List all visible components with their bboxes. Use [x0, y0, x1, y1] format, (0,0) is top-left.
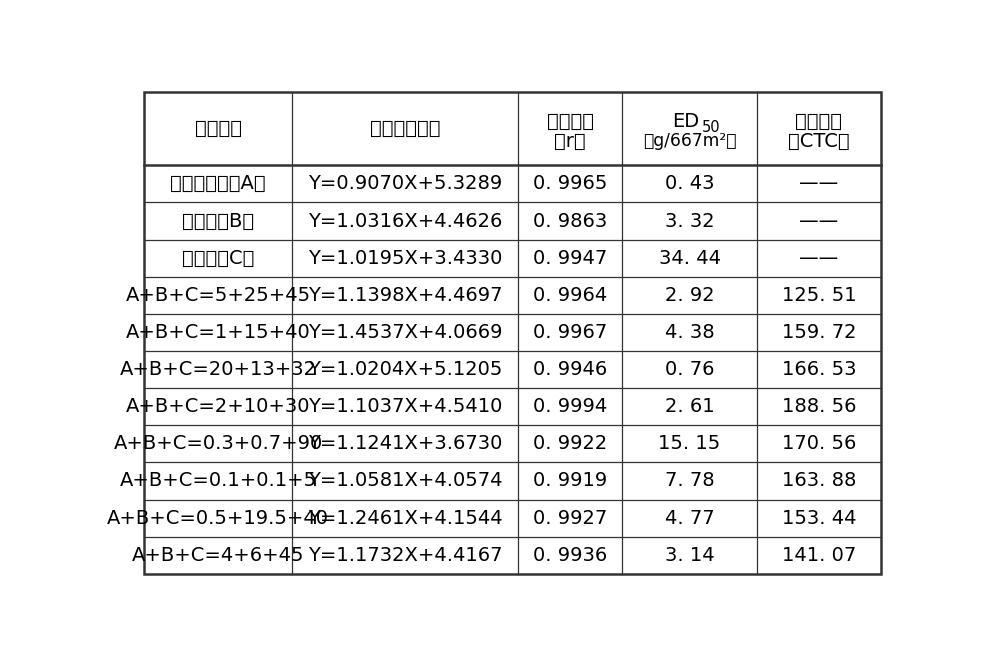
Text: 0. 9936: 0. 9936: [533, 546, 607, 565]
Text: 0. 9965: 0. 9965: [533, 175, 607, 193]
Text: A+B+C=20+13+32: A+B+C=20+13+32: [120, 360, 316, 379]
Text: 炔草酯（B）: 炔草酯（B）: [182, 212, 254, 231]
Text: 药剂处理: 药剂处理: [194, 119, 242, 138]
Text: 50: 50: [702, 120, 721, 135]
Text: 0. 9922: 0. 9922: [533, 434, 607, 453]
Text: 170. 56: 170. 56: [782, 434, 856, 453]
Text: 15. 15: 15. 15: [658, 434, 721, 453]
Text: 3. 32: 3. 32: [665, 212, 714, 231]
Text: （r）: （r）: [554, 132, 586, 151]
Text: A+B+C=2+10+30: A+B+C=2+10+30: [126, 397, 310, 416]
Text: Y=1.4537X+4.0669: Y=1.4537X+4.0669: [308, 323, 502, 342]
Text: ——: ——: [799, 175, 839, 193]
Text: A+B+C=0.5+19.5+40: A+B+C=0.5+19.5+40: [107, 509, 329, 528]
Text: Y=1.1241X+3.6730: Y=1.1241X+3.6730: [308, 434, 502, 453]
Text: 34. 44: 34. 44: [659, 248, 721, 268]
Text: 153. 44: 153. 44: [782, 509, 856, 528]
Text: 163. 88: 163. 88: [782, 471, 856, 490]
Text: 0. 9927: 0. 9927: [533, 509, 607, 528]
Text: 159. 72: 159. 72: [782, 323, 856, 342]
Text: 共毒系数: 共毒系数: [795, 112, 842, 131]
Text: 0. 9967: 0. 9967: [533, 323, 607, 342]
Text: 异丙隆（C）: 异丙隆（C）: [182, 248, 254, 268]
Text: Y=1.2461X+4.1544: Y=1.2461X+4.1544: [308, 509, 502, 528]
Text: （g/667m²）: （g/667m²）: [643, 132, 736, 150]
Text: Y=0.9070X+5.3289: Y=0.9070X+5.3289: [308, 175, 502, 193]
Text: 0. 9947: 0. 9947: [533, 248, 607, 268]
Text: 2. 61: 2. 61: [665, 397, 714, 416]
Text: 166. 53: 166. 53: [782, 360, 856, 379]
Text: 0. 9994: 0. 9994: [533, 397, 607, 416]
Text: （CTC）: （CTC）: [788, 132, 850, 151]
Text: ——: ——: [799, 212, 839, 231]
Text: 0. 9964: 0. 9964: [533, 286, 607, 305]
Text: A+B+C=0.3+0.7+90: A+B+C=0.3+0.7+90: [113, 434, 323, 453]
Text: 141. 07: 141. 07: [782, 546, 856, 565]
Text: 2. 92: 2. 92: [665, 286, 714, 305]
Text: 甲基二磺隆（A）: 甲基二磺隆（A）: [170, 175, 266, 193]
Text: A+B+C=1+15+40: A+B+C=1+15+40: [126, 323, 310, 342]
Text: ED: ED: [672, 112, 699, 131]
Text: Y=1.0195X+3.4330: Y=1.0195X+3.4330: [308, 248, 502, 268]
Text: 0. 43: 0. 43: [665, 175, 714, 193]
Text: Y=1.1732X+4.4167: Y=1.1732X+4.4167: [308, 546, 502, 565]
Text: A+B+C=4+6+45: A+B+C=4+6+45: [132, 546, 304, 565]
Text: A+B+C=0.1+0.1+5: A+B+C=0.1+0.1+5: [119, 471, 317, 490]
Text: 188. 56: 188. 56: [782, 397, 856, 416]
Text: Y=1.0204X+5.1205: Y=1.0204X+5.1205: [308, 360, 502, 379]
Text: 125. 51: 125. 51: [782, 286, 856, 305]
Text: ——: ——: [799, 248, 839, 268]
Text: Y=1.1037X+4.5410: Y=1.1037X+4.5410: [308, 397, 502, 416]
Text: 3. 14: 3. 14: [665, 546, 714, 565]
Text: 0. 9946: 0. 9946: [533, 360, 607, 379]
Text: 0. 76: 0. 76: [665, 360, 714, 379]
Text: Y=1.0316X+4.4626: Y=1.0316X+4.4626: [308, 212, 502, 231]
Text: 毒力回归方程: 毒力回归方程: [370, 119, 440, 138]
Text: 0. 9863: 0. 9863: [533, 212, 607, 231]
Text: 0. 9919: 0. 9919: [533, 471, 607, 490]
Text: 7. 78: 7. 78: [665, 471, 714, 490]
Text: A+B+C=5+25+45: A+B+C=5+25+45: [125, 286, 311, 305]
Text: Y=1.0581X+4.0574: Y=1.0581X+4.0574: [308, 471, 502, 490]
Text: 4. 77: 4. 77: [665, 509, 714, 528]
Text: Y=1.1398X+4.4697: Y=1.1398X+4.4697: [308, 286, 502, 305]
Text: 4. 38: 4. 38: [665, 323, 714, 342]
Text: 相关系数: 相关系数: [547, 112, 594, 131]
